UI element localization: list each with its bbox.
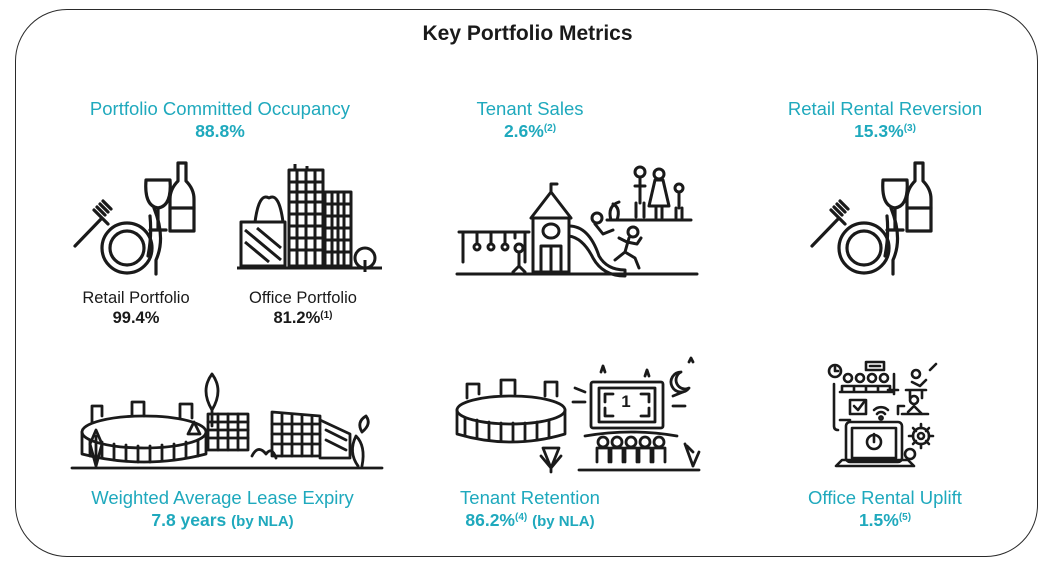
metric-rental-reversion-value-line: 15.3%(3) [735,120,1035,142]
metric-office-uplift: Office Rental Uplift 1.5%(5) [770,487,1000,531]
playground-family-icon [457,160,697,280]
footnote-marker: (3) [903,123,916,134]
metric-wale: Weighted Average Lease Expiry 7.8 years … [60,487,385,533]
metric-office-uplift-label: Office Rental Uplift [808,487,962,508]
metric-rental-reversion-label: Retail Rental Reversion [787,98,983,119]
metric-retention-note: (by NLA) [532,513,595,530]
metric-wale-label: Weighted Average Lease Expiry [91,487,354,508]
metric-office-portfolio: Office Portfolio 81.2%(1) [223,288,383,328]
office-buildings-icon [237,162,382,272]
metric-tenant-sales-value-line: 2.6%(2) [410,120,650,142]
footnote-marker: (2) [543,123,557,134]
metric-retention: Tenant Retention 86.2%(4) (by NLA) [430,487,630,533]
metric-retention-value-line: 86.2%(4) (by NLA) [430,509,630,533]
office-portfolio-label: Office Portfolio [249,289,357,307]
metric-wale-value-line: 7.8 years (by NLA) [60,509,385,533]
metric-tenant-sales-value: 2.6% [503,121,544,141]
metric-tenant-sales-label: Tenant Sales [476,98,584,119]
page-title: Key Portfolio Metrics [422,22,633,45]
office-portfolio-value-line: 81.2%(1) [223,308,383,328]
footnote-marker: (5) [898,512,912,523]
metric-wale-value: 7.8 years [151,510,227,530]
retail-portfolio-value: 99.4% [112,309,160,327]
metric-occupancy: Portfolio Committed Occupancy 88.8% [60,98,380,142]
metric-rental-reversion: Retail Rental Reversion 15.3%(3) [735,98,1035,142]
cinema-screen-text: 1 [621,392,631,411]
metric-retail-portfolio: Retail Portfolio 99.4% [56,288,216,328]
dining-icon [809,160,934,280]
dining-icon [72,160,197,280]
metric-retention-label: Tenant Retention [460,487,600,508]
metric-wale-note: (by NLA) [231,513,294,530]
stadium-mall-icon [72,370,382,470]
metric-office-uplift-value: 1.5% [858,510,899,530]
footnote-marker: (4) [515,512,528,523]
footnote-marker: (1) [320,310,333,321]
metric-occupancy-label: Portfolio Committed Occupancy [89,98,351,119]
stadium-cinema-icon [453,356,703,471]
metric-occupancy-value: 88.8% [195,121,245,141]
office-workspace-icon [826,360,941,472]
metric-rental-reversion-value: 15.3% [854,121,904,141]
office-portfolio-value: 81.2% [273,309,321,327]
metrics-frame [15,9,1038,557]
metric-retention-value: 86.2% [465,510,515,530]
retail-portfolio-label: Retail Portfolio [82,289,190,307]
metric-office-uplift-value-line: 1.5%(5) [770,509,1000,531]
metric-tenant-sales: Tenant Sales 2.6%(2) [410,98,650,142]
